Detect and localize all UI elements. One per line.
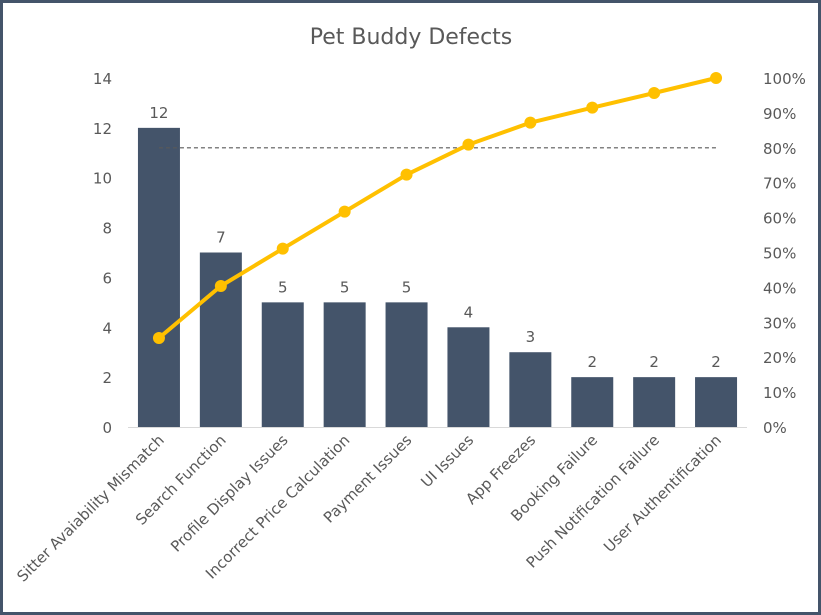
x-tick-label: Profile Display Issues — [167, 431, 292, 556]
cumulative-line — [157, 76, 717, 340]
left-tick-label: 4 — [102, 319, 112, 337]
right-tick-label: 60% — [763, 210, 796, 228]
right-tick-label: 10% — [763, 384, 796, 402]
bar — [137, 127, 180, 427]
right-tick-label: 90% — [763, 105, 796, 123]
bars: 12 7 5 5 5 4 3 2 2 2 — [137, 104, 738, 427]
bar — [261, 302, 304, 427]
cumulative-point — [152, 332, 165, 345]
bar-data-label: 5 — [278, 278, 288, 296]
cumulative-line-group — [152, 72, 723, 345]
bar-data-label: 2 — [711, 353, 721, 371]
right-tick-label: 70% — [763, 175, 796, 193]
bar — [509, 352, 552, 427]
bar-data-label: 7 — [216, 229, 226, 247]
bar-data-label: 12 — [149, 104, 168, 122]
cumulative-point — [214, 280, 227, 293]
chart-title: Pet Buddy Defects — [310, 25, 513, 50]
left-tick-label: 6 — [102, 269, 112, 287]
x-tick-label: User Authentification — [600, 431, 725, 556]
right-tick-label: 50% — [763, 245, 796, 263]
cumulative-point — [648, 87, 661, 100]
right-tick-label: 80% — [763, 140, 796, 158]
right-tick-label: 40% — [763, 279, 796, 297]
cumulative-point — [710, 72, 723, 84]
cumulative-point — [586, 101, 599, 114]
bar — [323, 302, 366, 427]
bar-data-label: 4 — [464, 303, 474, 321]
bar-data-label: 2 — [649, 353, 659, 371]
cumulative-point — [462, 138, 475, 151]
cumulative-point — [338, 205, 351, 218]
cumulative-point — [276, 242, 289, 255]
left-tick-label: 8 — [102, 220, 112, 238]
bar — [385, 302, 428, 427]
bar — [695, 377, 738, 427]
right-tick-label: 20% — [763, 349, 796, 367]
left-tick-label: 10 — [93, 170, 112, 188]
bar-data-label: 3 — [526, 328, 536, 346]
left-tick-label: 14 — [93, 70, 112, 88]
right-tick-label: 100% — [763, 70, 806, 88]
right-tick-label: 30% — [763, 314, 796, 332]
left-axis: 0 2 4 6 8 10 12 14 — [93, 70, 747, 437]
left-tick-label: 0 — [102, 419, 112, 437]
bar — [571, 377, 614, 427]
x-tick-label: UI Issues — [417, 431, 477, 491]
bar-data-label: 5 — [340, 278, 350, 296]
bar-data-label: 5 — [402, 278, 412, 296]
cumulative-point — [524, 116, 537, 129]
right-axis: 0% 10% 20% 30% 40% 50% 60% 70% 80% 90% 100% — [763, 70, 806, 437]
left-tick-label: 12 — [93, 120, 112, 138]
right-tick-label: 0% — [763, 419, 787, 437]
left-tick-label: 2 — [102, 369, 112, 387]
bar-data-label: 2 — [587, 353, 597, 371]
bar — [447, 327, 490, 427]
cumulative-point — [400, 168, 413, 181]
bar — [633, 377, 676, 427]
